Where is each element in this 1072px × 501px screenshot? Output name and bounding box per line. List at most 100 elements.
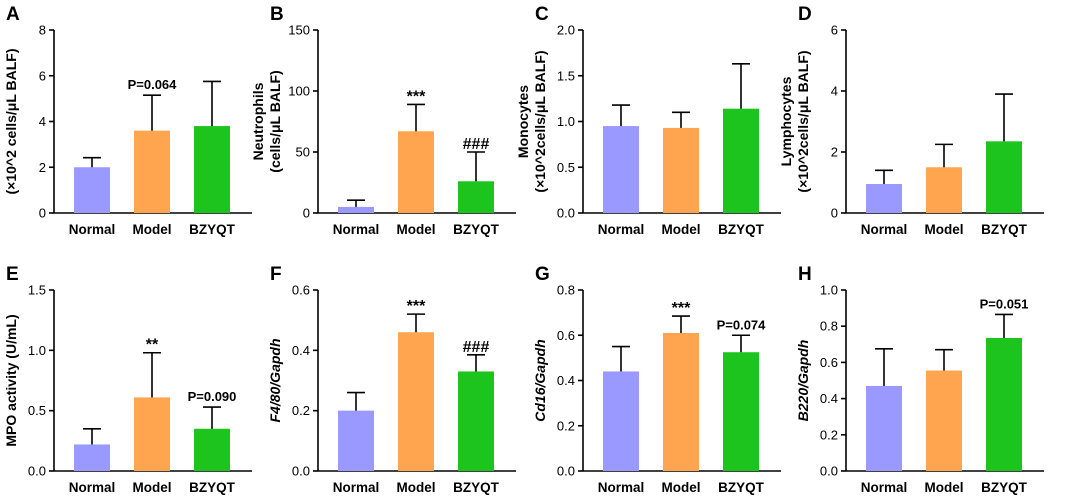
panel-f-bar-bzyqt (458, 371, 494, 471)
panel-b-annotation-bzyqt: ### (463, 136, 490, 153)
panel-c-ytick-label: 0.0 (557, 206, 575, 221)
panel-a-category-model: Model (133, 222, 172, 237)
panel-b-bar-model (398, 131, 434, 213)
panel-d-bar-model (926, 167, 962, 213)
panel-c-category-model: Model (662, 222, 701, 237)
panel-e-ytick-label: 1.0 (28, 343, 46, 358)
panel-e-ylabel: MPO activity (U/mL) (3, 314, 19, 446)
panel-f-ytick-label: 0.6 (292, 283, 310, 298)
panel-c-bar-bzyqt (723, 108, 759, 213)
panel-f-ytick-label: 0.2 (292, 403, 310, 418)
panel-g-bar-model (663, 332, 699, 471)
panel-f: F 0.0 0.2 0.4 0.6 F4/80/Gapdh Normal *** Model ##… (267, 264, 516, 495)
panel-e-bar-normal (74, 444, 110, 471)
panel-e-annotation-bzyqt: P=0.090 (188, 389, 237, 404)
panel-c: C 0.0 0.5 1.0 1.5 2.0 Monocytes (×10^2cells/μL … (515, 4, 781, 237)
panel-h-ytick-label: 0.8 (820, 319, 838, 334)
panel-f-letter: F (270, 264, 282, 285)
panel-e-category-normal: Normal (69, 480, 116, 495)
panel-h-bar-bzyqt (986, 337, 1022, 471)
panel-e-letter: E (6, 264, 19, 285)
panel-g-category-model: Model (662, 480, 701, 495)
panel-e-bar-bzyqt (194, 428, 230, 471)
panel-d-ylabel: (×10^2cells/μL BALF) (795, 50, 811, 192)
panel-h: H 0.0 0.2 0.4 0.6 0.8 1.0 B220/Gapdh Normal Model… (795, 264, 1044, 495)
panel-h-bar-normal (866, 385, 902, 471)
panel-g-ytick-label: 0.2 (557, 418, 575, 433)
panel-d-category-model: Model (925, 222, 964, 237)
panel-a-ylabel: Total WBC (0, 87, 2, 157)
panel-c-bar-model (663, 127, 699, 213)
panel-b-category-bzyqt: BZYQT (453, 222, 500, 237)
panel-b-ytick-label: 150 (288, 23, 310, 38)
panel-d-bar-bzyqt (986, 141, 1022, 213)
panel-b-bar-bzyqt (458, 181, 494, 213)
panel-h-ytick-label: 0.6 (820, 355, 838, 370)
panel-g-category-normal: Normal (598, 480, 645, 495)
panel-h-ytick-label: 0.0 (820, 464, 838, 479)
panel-b: B 0 50 100 150 Neutrophils (cells/μL BALF) Norm… (250, 4, 516, 237)
panel-h-ytick-label: 0.4 (820, 391, 838, 406)
panel-f-bar-model (398, 332, 434, 471)
panel-b-category-normal: Normal (333, 222, 380, 237)
panel-b-ytick-label: 0 (303, 206, 310, 221)
panel-c-ytick-label: 1.5 (557, 68, 575, 83)
panel-g-ytick-label: 0.8 (557, 283, 575, 298)
panel-a-ytick-label: 2 (39, 160, 46, 175)
panel-d-ytick-label: 2 (831, 145, 838, 160)
panel-g-ytick-label: 0.6 (557, 328, 575, 343)
panel-f-category-normal: Normal (333, 480, 380, 495)
panel-f-annotation-bzyqt: ### (463, 339, 490, 356)
panel-c-ylabel: Monocytes (515, 85, 531, 158)
panel-f-bar-normal (338, 410, 374, 471)
panel-f-ylabel: F4/80/Gapdh (267, 338, 283, 422)
panel-h-category-bzyqt: BZYQT (981, 480, 1028, 495)
panel-c-letter: C (535, 4, 549, 25)
panel-h-category-model: Model (925, 480, 964, 495)
panel-g: G 0.0 0.2 0.4 0.6 0.8 Cd16/Gapdh Normal *** Model… (532, 264, 781, 495)
panel-b-ylabel: Neutrophils (250, 82, 266, 160)
panel-g-annotation-bzyqt: P=0.074 (717, 317, 767, 332)
panel-d-category-bzyqt: BZYQT (981, 222, 1028, 237)
panel-a-bar-normal (74, 167, 110, 213)
panel-e: E 0.0 0.5 1.0 1.5 MPO activity (U/mL) Normal **… (3, 264, 252, 495)
panel-a-bar-bzyqt (194, 126, 230, 213)
panel-h-bar-model (926, 370, 962, 471)
panel-e-category-bzyqt: BZYQT (189, 480, 236, 495)
panel-d-bar-normal (866, 184, 902, 213)
panel-a: A 0 2 4 6 8 Total WBC (×10^2 cells/μL BALF) Norm… (0, 4, 252, 237)
panel-f-category-model: Model (397, 480, 436, 495)
panel-b-ylabel: (cells/μL BALF) (267, 70, 283, 172)
panel-b-annotation-model: *** (407, 88, 426, 105)
panel-f-ytick-label: 0.0 (292, 464, 310, 479)
panel-b-category-model: Model (397, 222, 436, 237)
panel-d-ylabel: Lymphocytes (778, 76, 794, 166)
panel-h-ytick-label: 0.2 (820, 427, 838, 442)
panel-a-ytick-label: 6 (39, 68, 46, 83)
panel-f-ytick-label: 0.4 (292, 343, 310, 358)
panel-a-ytick-label: 8 (39, 23, 46, 38)
panel-c-category-bzyqt: BZYQT (718, 222, 765, 237)
panel-a-category-normal: Normal (69, 222, 116, 237)
panel-g-category-bzyqt: BZYQT (718, 480, 765, 495)
panel-h-ytick-label: 1.0 (820, 283, 838, 298)
panel-g-letter: G (535, 264, 550, 285)
panel-e-bar-model (134, 397, 170, 471)
panel-h-ylabel: B220/Gapdh (795, 340, 811, 422)
panel-e-category-model: Model (133, 480, 172, 495)
panel-c-bar-normal (603, 126, 639, 213)
panel-g-annotation-model: *** (672, 300, 691, 317)
panel-a-annotation-model: P=0.064 (128, 77, 178, 92)
panel-g-ylabel: Cd16/Gapdh (532, 339, 548, 421)
panel-g-bar-normal (603, 371, 639, 471)
panel-b-letter: B (270, 4, 284, 25)
panel-g-ytick-label: 0.4 (557, 373, 575, 388)
panel-a-ylabel: (×10^2 cells/μL BALF) (3, 48, 19, 194)
panel-a-letter: A (6, 4, 20, 25)
panel-e-annotation-model: ** (146, 337, 159, 354)
panel-f-annotation-model: *** (407, 298, 426, 315)
panel-d-letter: D (798, 4, 812, 25)
panel-g-ytick-label: 0.0 (557, 464, 575, 479)
panel-b-ytick-label: 100 (288, 84, 310, 99)
